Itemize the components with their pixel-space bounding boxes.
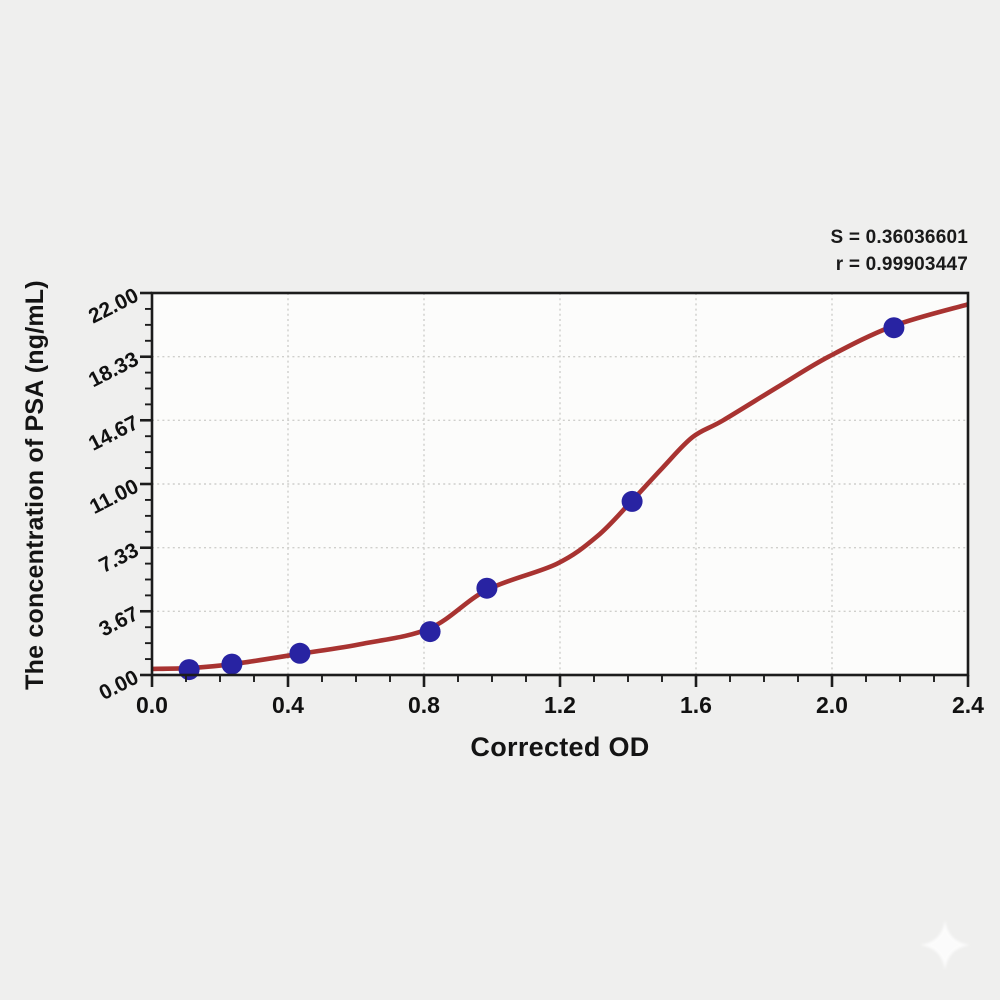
y-tick-label: 18.33 [85,348,142,392]
data-point [289,642,311,664]
y-tick-label: 11.00 [86,475,142,519]
data-point [221,653,243,675]
x-tick-label: 0.0 [136,692,168,718]
y-tick-label: 14.67 [85,411,142,455]
x-tick-label: 2.0 [816,692,848,718]
fit-curve [152,302,968,672]
y-tick-label: 3.67 [95,602,142,641]
data-point [419,621,441,643]
x-axis-title: Corrected OD [470,732,650,762]
x-tick-label: 1.2 [544,692,576,718]
x-tick-label: 1.6 [680,692,712,718]
y-axis-title: The concentration of PSA (ng/mL) [21,280,49,690]
y-tick-label: 7.33 [95,539,142,578]
data-point [178,659,200,681]
x-tick-label: 0.8 [408,692,440,718]
x-tick-label: 0.4 [272,692,304,718]
data-point [621,490,643,512]
fit-stat-r: r = 0.99903447 [835,254,968,275]
sparkle-star-icon [919,919,971,971]
x-tick-label: 2.4 [952,692,984,718]
y-tick-label: 22.00 [85,284,142,328]
data-point [476,577,498,599]
fit-statistics: S = 0.36036601 r = 0.99903447 [830,224,968,278]
data-point [883,317,905,339]
fit-stat-s: S = 0.36036601 [830,227,968,248]
